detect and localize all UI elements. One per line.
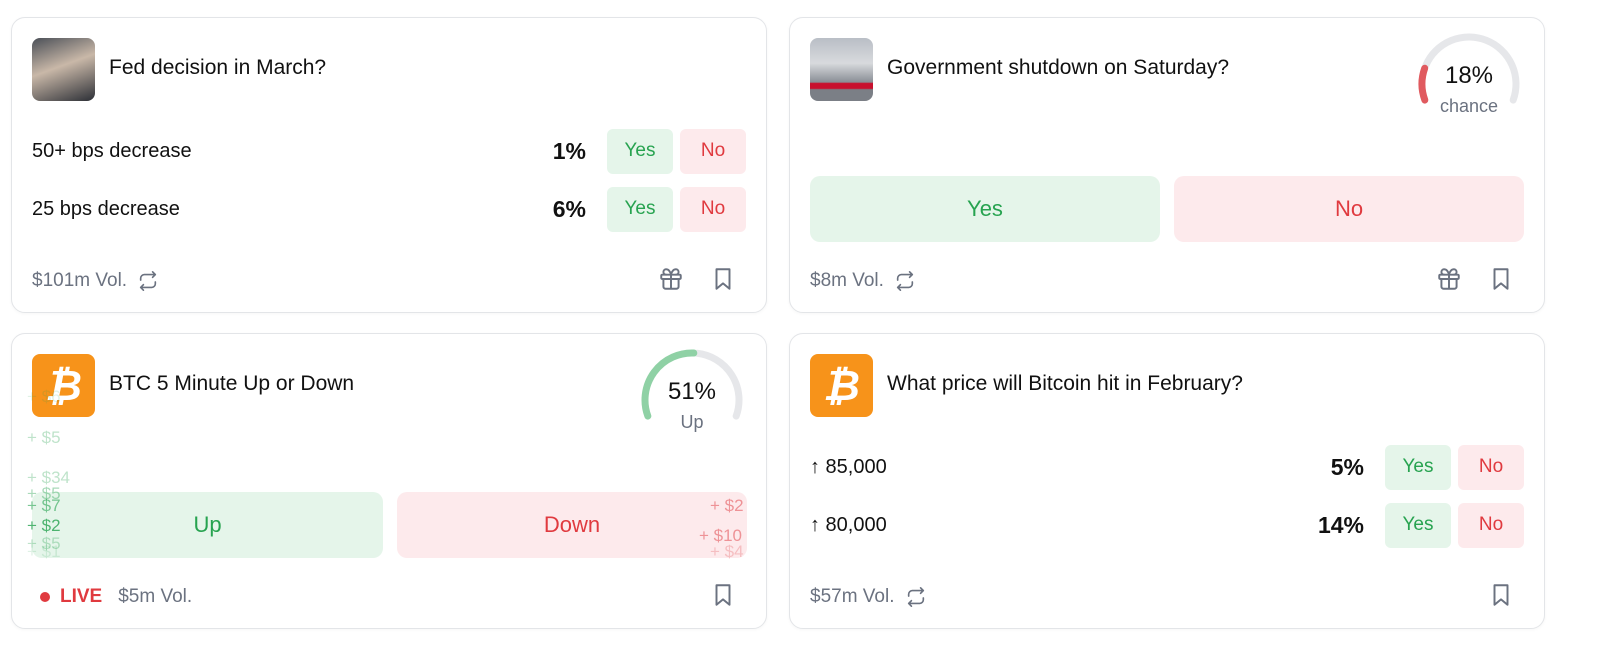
gauge-label: Up [680,412,704,432]
market-title[interactable]: What price will Bitcoin hit in February? [887,372,1243,395]
repeat-icon [137,270,159,292]
trade-float: + $10 [699,526,743,545]
trade-float: + $1 [27,542,61,561]
outcome-label: ↑ 85,000 [810,455,887,478]
trade-float: + $5 [27,534,61,553]
bookmark-icon[interactable] [710,266,736,292]
market-card-bitcoin-feb[interactable]: ₿ What price will Bitcoin hit in Februar… [789,333,1545,629]
bookmark-icon[interactable] [1488,582,1514,608]
yes-button[interactable]: Yes [810,176,1160,242]
no-button[interactable]: No [680,186,746,232]
trade-float: + $2 [27,516,61,535]
bookmark-icon[interactable] [710,582,736,608]
bitcoin-logo: ₿ [810,354,873,417]
bookmark-icon[interactable] [1488,266,1514,292]
yes-button[interactable]: Yes [1385,444,1451,490]
footer: $101m Vol. [32,270,159,292]
outcome-percent: 5% [1330,453,1364,480]
gauge-arc [1418,33,1520,104]
market-title[interactable]: BTC 5 Minute Up or Down [109,372,355,395]
gauge-track [693,349,743,420]
live-badge: LIVE [60,586,103,607]
outcome-label: 25 bps decrease [32,197,180,220]
no-button[interactable]: No [1174,176,1524,242]
footer: $8m Vol. [810,270,916,292]
outcome-row: 25 bps decrease 6% Yes No [32,186,746,232]
trade-float: + $4 [710,542,744,561]
no-button[interactable]: No [1458,444,1524,490]
repeat-icon [894,270,916,292]
gauge-arc [641,349,743,420]
outcome-label: 50+ bps decrease [32,139,192,162]
trade-float: + $2 [710,496,744,515]
down-button[interactable]: Down [397,492,747,558]
chance-gauge: 18% chance [1414,32,1524,132]
fed-chair-photo [32,38,95,101]
volume: $5m Vol. [118,586,193,607]
outcome-percent: 6% [552,195,586,222]
gift-icon[interactable] [1436,266,1462,292]
gauge-value: 51% [667,378,717,405]
trade-float: + $5 [27,484,61,503]
market-card-fed[interactable]: Fed decision in March? 50+ bps decrease … [11,17,767,313]
outcome-row: ↑ 85,000 5% Yes No [810,444,1524,490]
volume: $101m Vol. [32,270,128,291]
yes-button[interactable]: Yes [607,128,673,174]
yes-button[interactable]: Yes [607,186,673,232]
trade-float: + $5 [27,428,61,447]
no-button[interactable]: No [680,128,746,174]
volume: $8m Vol. [810,270,884,291]
no-button[interactable]: No [1458,502,1524,548]
capitol-closed-photo [810,38,873,101]
market-title[interactable]: Government shutdown on Saturday? [887,56,1230,79]
live-dot-icon [40,592,50,602]
market-title[interactable]: Fed decision in March? [109,56,327,79]
gauge-fill [641,349,698,420]
outcome-percent: 14% [1317,511,1364,538]
market-card-shutdown[interactable]: Government shutdown on Saturday? 18% cha… [789,17,1545,313]
outcome-row: 50+ bps decrease 1% Yes No [32,128,746,174]
footer: LIVE $5m Vol. [32,586,192,608]
footer: $57m Vol. [810,586,927,608]
gift-icon[interactable] [658,266,684,292]
up-button[interactable]: Up [32,492,383,558]
up-gauge: 51% Up [637,348,747,448]
volume: $57m Vol. [810,586,895,607]
gauge-fill [1418,64,1429,104]
gauge-value: 18% [1444,62,1494,89]
bitcoin-logo: ₿ [32,354,95,417]
outcome-label: ↑ 80,000 [810,513,887,536]
trade-float: + $6 [27,387,61,406]
gauge-label: chance [1439,96,1499,116]
market-card-btc-5min[interactable]: ₿ BTC 5 Minute Up or Down 51% Up Up Down… [11,333,767,629]
outcome-percent: 1% [552,137,586,164]
outcome-row: ↑ 80,000 14% Yes No [810,502,1524,548]
trade-float: + $34 [27,468,71,487]
yes-button[interactable]: Yes [1385,502,1451,548]
gauge-track [1422,33,1520,104]
trade-float: + $7 [27,496,61,515]
repeat-icon [905,586,927,608]
